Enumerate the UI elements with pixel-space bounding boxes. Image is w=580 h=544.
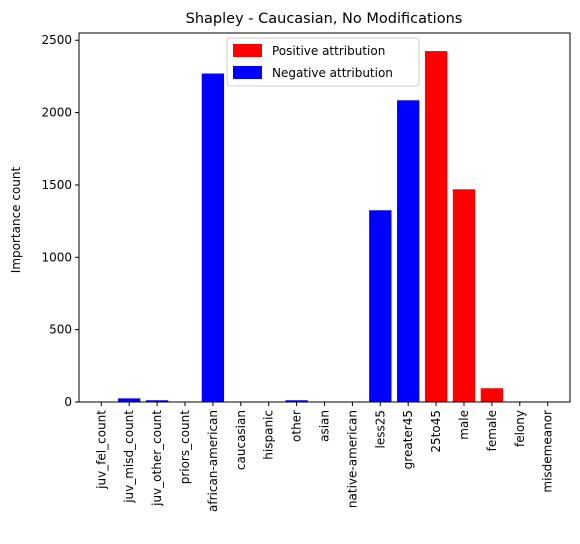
- legend-box: [226, 37, 420, 87]
- bar-juv_misd_count: [118, 398, 141, 402]
- bar-25to45: [424, 51, 448, 403]
- bar-juv_other_count: [145, 400, 169, 402]
- x-tick-label: asian: [318, 410, 332, 442]
- y-tick-label: 2000: [41, 106, 72, 120]
- x-tick-label: other: [290, 410, 304, 442]
- x-tick-label: juv_fel_count: [94, 410, 108, 490]
- legend: Positive attribution Negative attribution: [226, 37, 420, 87]
- x-tick-label: less25: [373, 410, 387, 449]
- x-axis-ticks: juv_fel_count juv_misd_count juv_other_cou…: [94, 402, 555, 512]
- y-axis-label: Importance count: [9, 166, 23, 273]
- y-tick-label: 1500: [41, 178, 72, 192]
- bar-greater45: [397, 100, 420, 402]
- legend-swatch: [233, 66, 262, 79]
- bar-female: [480, 388, 504, 402]
- x-tick-label: misdemeanor: [541, 410, 555, 493]
- x-tick-label: felony: [513, 410, 527, 447]
- legend-label: Negative attribution: [272, 66, 393, 80]
- y-tick-label: 2500: [41, 33, 72, 47]
- x-tick-label: greater45: [401, 410, 415, 469]
- x-tick-label: priors_count: [178, 410, 192, 485]
- bar-african-american: [201, 73, 225, 403]
- y-tick-label: 500: [49, 323, 72, 337]
- legend-swatch: [233, 44, 262, 57]
- y-axis-ticks: 0 500 1000 1500 2000 2500: [41, 33, 79, 409]
- bars-group: [118, 51, 504, 403]
- x-tick-label: african-american: [206, 410, 220, 512]
- x-tick-label: juv_other_count: [150, 410, 164, 507]
- x-tick-label: juv_misd_count: [122, 410, 136, 504]
- y-tick-label: 0: [64, 395, 72, 409]
- legend-label: Positive attribution: [272, 44, 385, 58]
- x-tick-label: caucasian: [234, 410, 248, 470]
- x-tick-label: hispanic: [262, 410, 276, 460]
- bar-other: [285, 400, 308, 402]
- chart-title: Shapley - Caucasian, No Modifications: [186, 11, 463, 27]
- axes-frame: [78, 32, 571, 403]
- y-tick-label: 1000: [41, 250, 72, 264]
- x-tick-label: native-american: [345, 410, 359, 508]
- bar-less25: [369, 210, 392, 402]
- bar-male: [452, 189, 476, 402]
- x-tick-label: 25to45: [429, 410, 443, 453]
- x-tick-label: male: [457, 410, 471, 440]
- x-tick-label: female: [485, 410, 499, 451]
